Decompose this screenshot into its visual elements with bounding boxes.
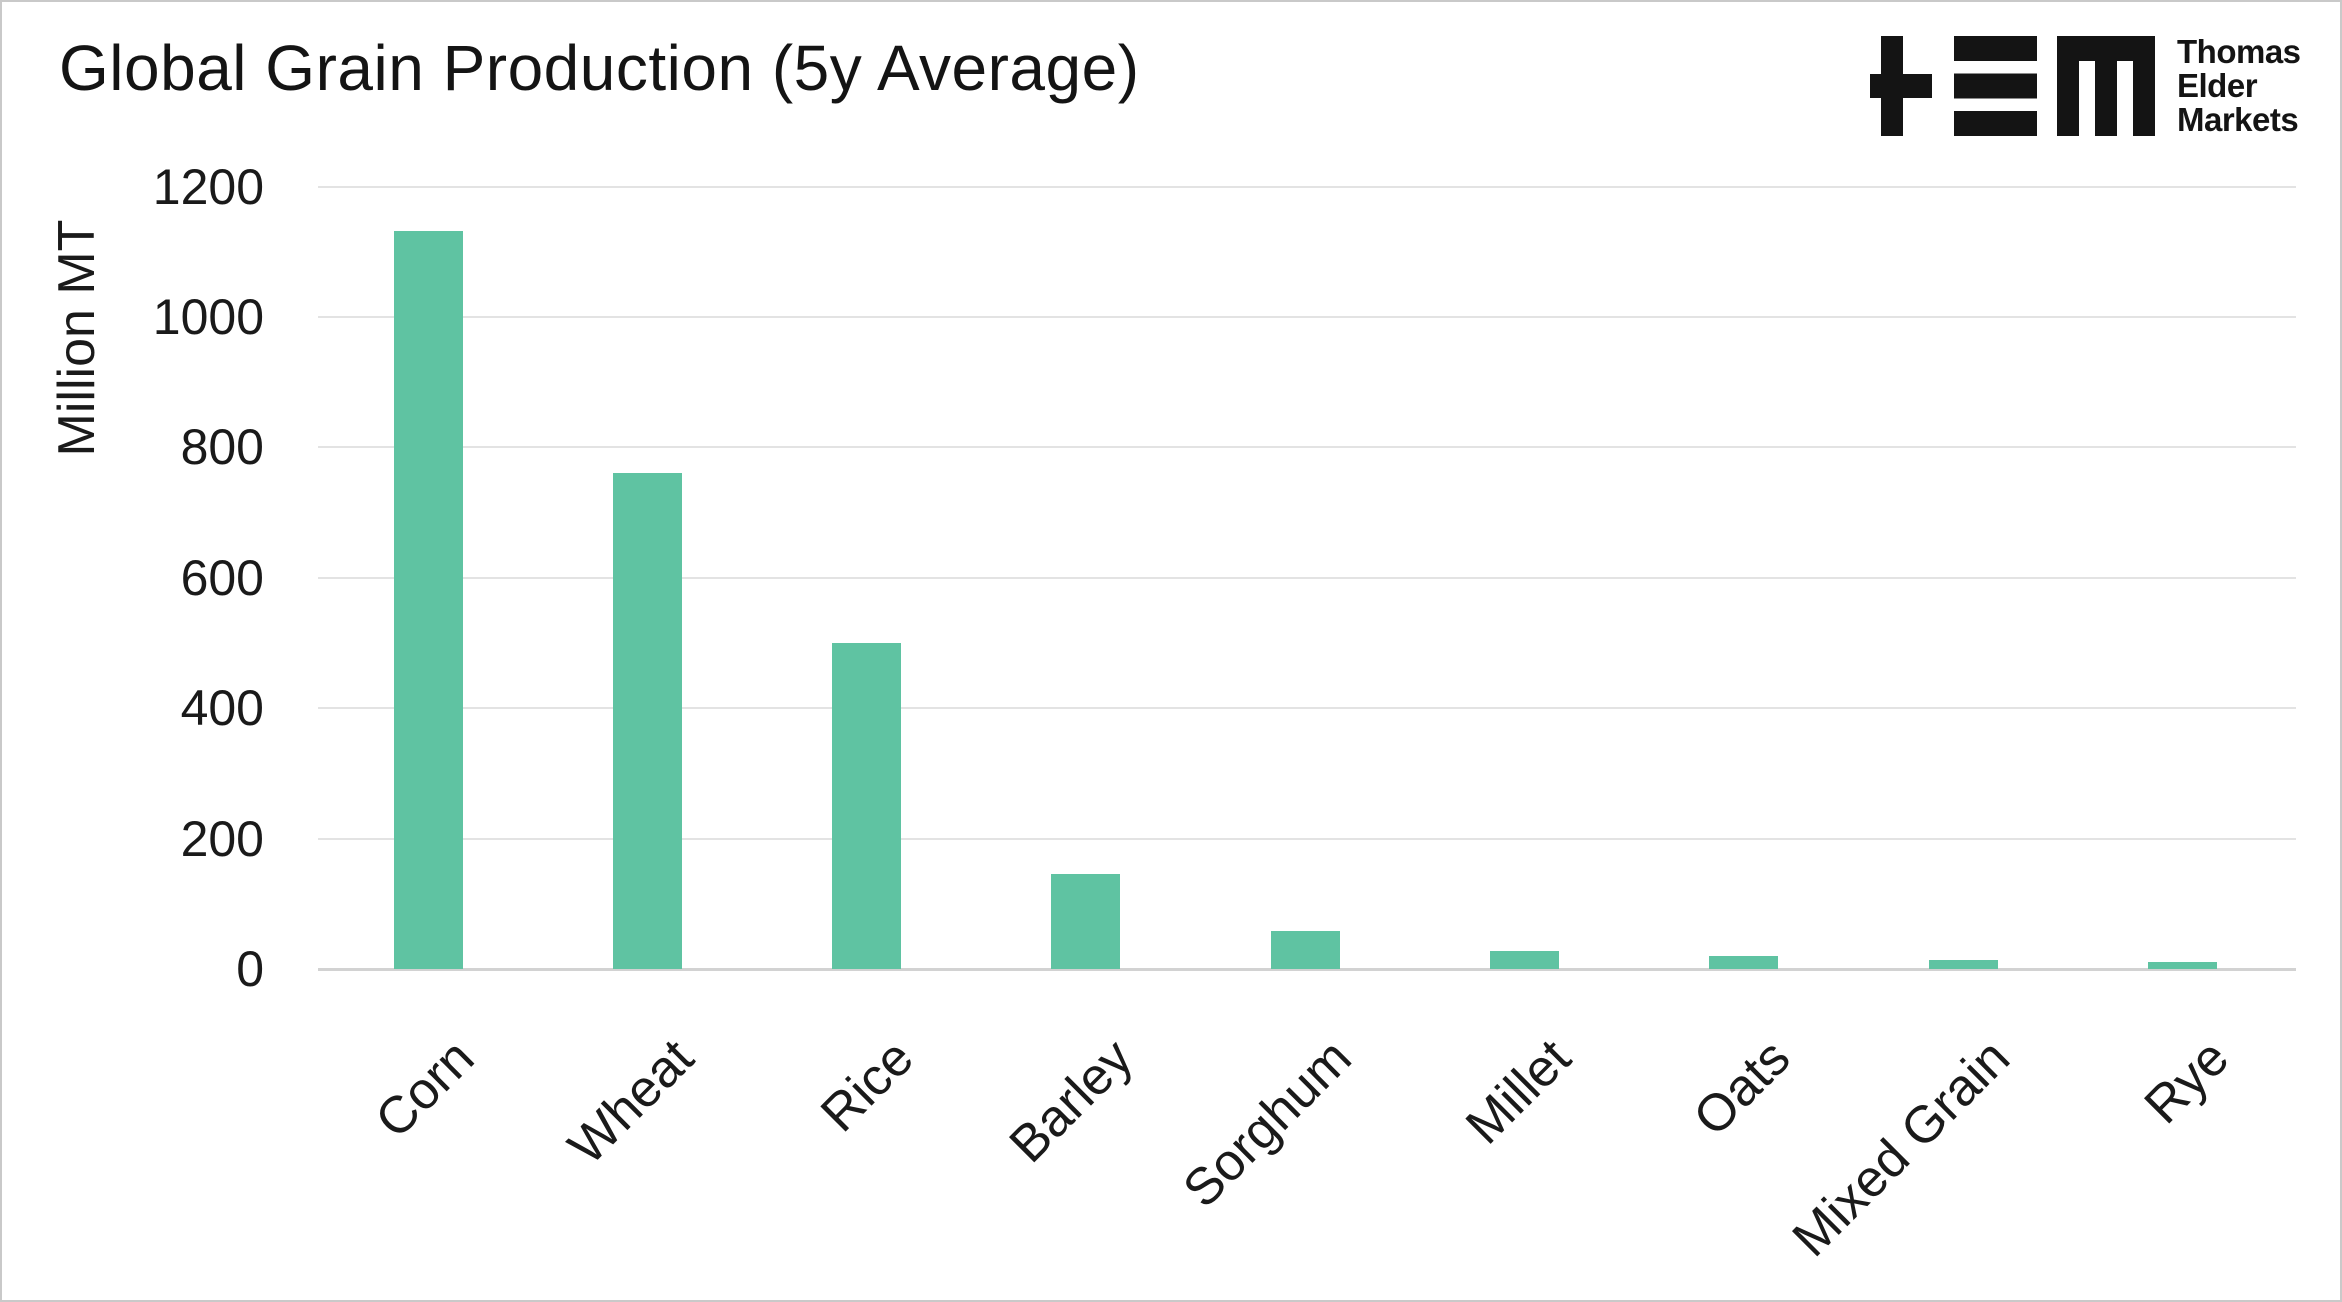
bar-wheat <box>612 472 682 969</box>
brand-line-3: Markets <box>2177 101 2299 138</box>
brand-name: Thomas Elder Markets <box>2177 35 2301 137</box>
y-tick-label: 600 <box>180 549 264 606</box>
y-tick-label: 800 <box>180 419 264 476</box>
gridline <box>318 315 2296 318</box>
x-tick-label: Barley <box>998 1028 1144 1174</box>
x-tick-label: Sorghum <box>1172 1028 1363 1219</box>
bar-corn <box>393 230 463 969</box>
bar-sorghum <box>1270 931 1340 969</box>
y-tick-label: 400 <box>180 680 264 737</box>
y-tick-label: 1200 <box>152 158 264 215</box>
x-tick-label: Mixed Grain <box>1781 1028 2021 1268</box>
bar-rye <box>2148 961 2218 969</box>
brand-logo: Thomas Elder Markets <box>1870 35 2301 137</box>
gridline <box>318 576 2296 579</box>
chart-title: Global Grain Production (5y Average) <box>59 32 1140 104</box>
bar-oats <box>1709 955 1779 969</box>
x-tick-label: Rye <box>2133 1028 2241 1135</box>
tem-logomark-icon <box>1870 36 2155 136</box>
brand-line-1: Thomas <box>2177 33 2301 70</box>
gridline <box>318 707 2296 710</box>
brand-line-2: Elder <box>2177 67 2258 104</box>
y-tick-label: 0 <box>236 941 264 997</box>
x-tick-label: Rice <box>809 1028 925 1144</box>
y-tick-label: 1000 <box>152 288 264 345</box>
bar-millet <box>1490 950 1560 969</box>
gridline <box>318 446 2296 449</box>
bar-rice <box>832 642 902 969</box>
x-tick-label: Wheat <box>557 1028 705 1176</box>
gridline <box>318 185 2296 188</box>
x-tick-label: Millet <box>1455 1028 1583 1156</box>
x-tick-label: Oats <box>1682 1028 1802 1148</box>
x-tick-label: Corn <box>364 1028 486 1150</box>
bar-barley <box>1051 873 1121 969</box>
x-axis-baseline <box>318 967 2296 971</box>
y-tick-label: 200 <box>180 810 264 867</box>
gridline <box>318 837 2296 840</box>
bar-mixed-grain <box>1928 959 1998 969</box>
